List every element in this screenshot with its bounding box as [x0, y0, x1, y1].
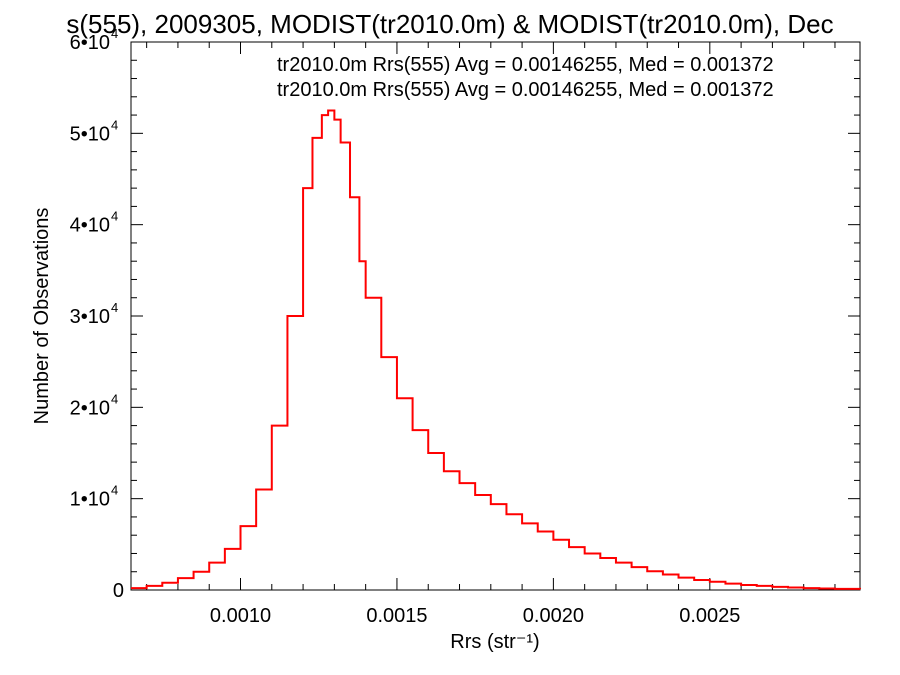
y-tick-exponent: 4 [111, 483, 118, 498]
y-tick-exponent: 4 [111, 209, 118, 224]
y-tick-label: 3•10 [70, 306, 110, 328]
y-tick-exponent: 4 [111, 300, 118, 315]
histogram-series-line [131, 109, 861, 590]
minor-ticks [131, 42, 860, 590]
y-axis: 01•10 42•10 43•10 44•10 45•10 46•10 4 [70, 26, 860, 602]
y-tick-exponent: 4 [111, 391, 118, 406]
x-axis-label: Rrs (str⁻¹) [450, 631, 539, 653]
y-tick-label: 0 [113, 580, 124, 602]
annotation-red: tr2010.0m Rrs(555) Avg = 0.00146255, Med… [277, 79, 774, 101]
x-tick-label: 0.0010 [210, 605, 271, 627]
y-tick-label: 6•10 [70, 32, 110, 54]
y-tick-label: 5•10 [70, 123, 110, 145]
x-axis: 0.0010 0.0015 0.0020 0.0025 [210, 42, 740, 627]
x-tick-label: 0.0025 [679, 605, 740, 627]
y-tick-label: 2•10 [70, 397, 110, 419]
x-tick-label: 0.0015 [366, 605, 427, 627]
annotation-black: tr2010.0m Rrs(555) Avg = 0.00146255, Med… [277, 54, 774, 76]
series-layer [131, 109, 861, 590]
chart-title: s(555), 2009305, MODIST(tr2010.0m) & MOD… [66, 9, 833, 39]
y-tick-exponent: 4 [111, 26, 118, 41]
y-tick-label: 4•10 [70, 215, 110, 237]
y-axis-label: Number of Observations [31, 208, 53, 425]
x-tick-label: 0.0020 [523, 605, 584, 627]
plot-frame [130, 41, 861, 591]
y-tick-label: 1•10 [70, 489, 110, 511]
y-tick-exponent: 4 [111, 117, 118, 132]
